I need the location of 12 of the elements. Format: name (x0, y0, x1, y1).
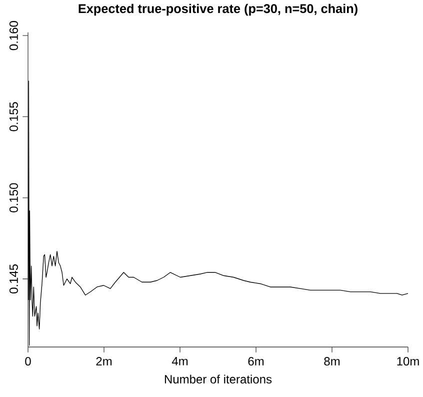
y-tick-label: 0.145 (9, 264, 18, 294)
y-tick-label: 0.155 (9, 102, 18, 132)
x-tick-label: 6m (248, 357, 264, 366)
chart-title: Expected true-positive rate (p=30, n=50, chain) (78, 4, 358, 16)
y-tick-label: 0.160 (9, 21, 18, 50)
x-tick-label: 8m (324, 357, 340, 366)
x-tick-label: 4m (172, 357, 188, 366)
x-axis-title: Number of iterations (164, 374, 272, 384)
x-tick-label: 2m (96, 357, 112, 366)
x-tick-label: 0 (25, 357, 31, 366)
y-tick-label: 0.150 (9, 183, 18, 212)
x-tick-label: 10m (397, 357, 419, 366)
